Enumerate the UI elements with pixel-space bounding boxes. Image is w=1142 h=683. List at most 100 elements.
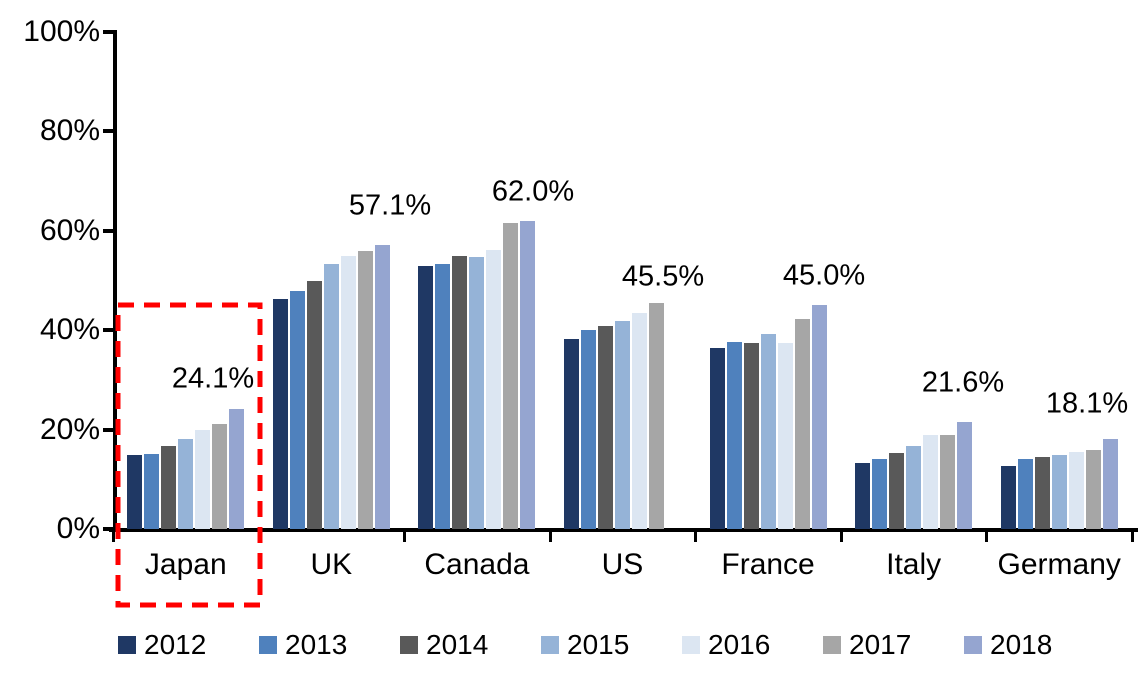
bar-canada-2014 [452,256,468,529]
bar-italy-2017 [940,434,956,529]
bar-us-2013 [581,330,596,529]
y-tick-label: 80% [39,114,100,148]
legend-item-2017: 2017 [823,629,943,662]
legend-item-2013: 2013 [259,629,379,662]
bar-japan-2017 [212,423,228,529]
bar-italy-2012 [855,463,871,529]
bar-canada-2016 [486,250,502,529]
y-tick-label: 0% [56,512,100,545]
bar-us-2015 [615,320,630,529]
bar-japan-2016 [195,429,211,529]
bar-france-2018 [811,305,827,529]
legend-swatch [400,636,418,654]
y-tick-label: 20% [39,412,100,446]
bar-france-2012 [709,347,725,529]
y-tick-mark [103,228,117,233]
bar-japan-2015 [178,439,194,529]
x-category-label-germany: Germany [997,548,1121,581]
legend-label: 2012 [144,629,207,660]
data-label: 24.1% [171,362,255,395]
bar-france-2015 [760,334,776,529]
bar-uk-2018 [374,245,390,529]
bar-uk-2015 [323,264,339,529]
legend-swatch [259,636,277,654]
legend-label: 2014 [426,629,489,660]
x-axis-line [109,528,1138,532]
y-tick-mark [103,30,117,34]
data-label: 21.6% [921,366,1005,399]
y-tick-label: 100% [23,15,100,48]
bar-us-2016 [632,313,647,529]
y-tick-label: 60% [39,213,100,247]
bar-italy-2018 [957,421,973,529]
legend-label: 2017 [849,629,912,660]
bar-us-2017 [649,302,664,529]
legend-item-2018: 2018 [964,629,1084,662]
legend-item-2014: 2014 [400,629,520,662]
legend-item-2015: 2015 [541,631,661,662]
bar-france-2013 [726,341,742,529]
bar-uk-2012 [272,299,288,529]
bar-japan-2012 [127,455,143,529]
x-tick-mark [839,529,843,542]
data-label: 45.0% [782,259,866,292]
bar-japan-2013 [144,454,160,529]
bar-germany-2015 [1051,455,1067,529]
bar-italy-2014 [889,453,905,529]
x-tick-mark [1131,529,1134,542]
bar-us-2012 [564,339,579,529]
bar-germany-2018 [1102,439,1118,529]
y-tick-mark [103,527,117,531]
bar-canada-2012 [418,265,434,529]
bar-france-2016 [777,343,793,529]
legend-swatch [823,636,841,654]
data-label: 45.5% [621,260,705,293]
bar-uk-2016 [340,256,356,529]
legend-item-2016: 2016 [682,629,802,662]
x-tick-mark [112,529,115,542]
x-tick-mark [694,529,698,542]
x-category-label-uk: UK [310,548,353,581]
bar-uk-2014 [306,280,322,529]
bar-france-2014 [743,342,759,529]
data-label: 62.0% [491,175,575,208]
legend-swatch [964,636,982,654]
bar-japan-2014 [161,446,177,529]
legend-swatch [541,636,559,654]
legend-label: 2018 [990,629,1053,660]
x-tick-mark [548,529,552,542]
x-category-label-japan: Japan [144,548,227,581]
bar-canada-2018 [520,220,536,529]
y-axis-line [113,30,117,532]
bar-germany-2016 [1068,452,1084,529]
bar-germany-2017 [1085,449,1101,529]
bar-germany-2013 [1017,459,1033,529]
x-tick-mark [257,529,261,542]
legend-label: 2016 [708,629,771,660]
bar-italy-2013 [872,459,888,529]
bar-italy-2016 [923,435,939,529]
bar-canada-2017 [503,223,519,529]
x-category-label-italy: Italy [886,548,942,581]
bar-germany-2014 [1034,457,1050,529]
bar-france-2017 [794,319,810,529]
data-label: 57.1% [348,189,432,222]
x-tick-mark [985,529,989,542]
bar-canada-2015 [469,257,485,529]
y-tick-label: 40% [39,313,100,347]
x-tick-mark [403,529,407,542]
x-category-label-canada: Canada [424,548,530,581]
bar-canada-2013 [435,263,451,529]
legend-item-2012: 2012 [118,629,238,662]
legend-swatch [682,636,700,654]
legend-label: 2013 [285,629,348,660]
bar-japan-2018 [229,409,245,529]
bar-uk-2017 [357,251,373,529]
bar-us-2014 [598,326,613,529]
y-tick-mark [103,129,117,134]
x-category-label-us: US [601,548,644,581]
bar-italy-2015 [906,446,922,529]
x-category-label-france: France [721,548,815,581]
data-label: 18.1% [1045,387,1129,420]
